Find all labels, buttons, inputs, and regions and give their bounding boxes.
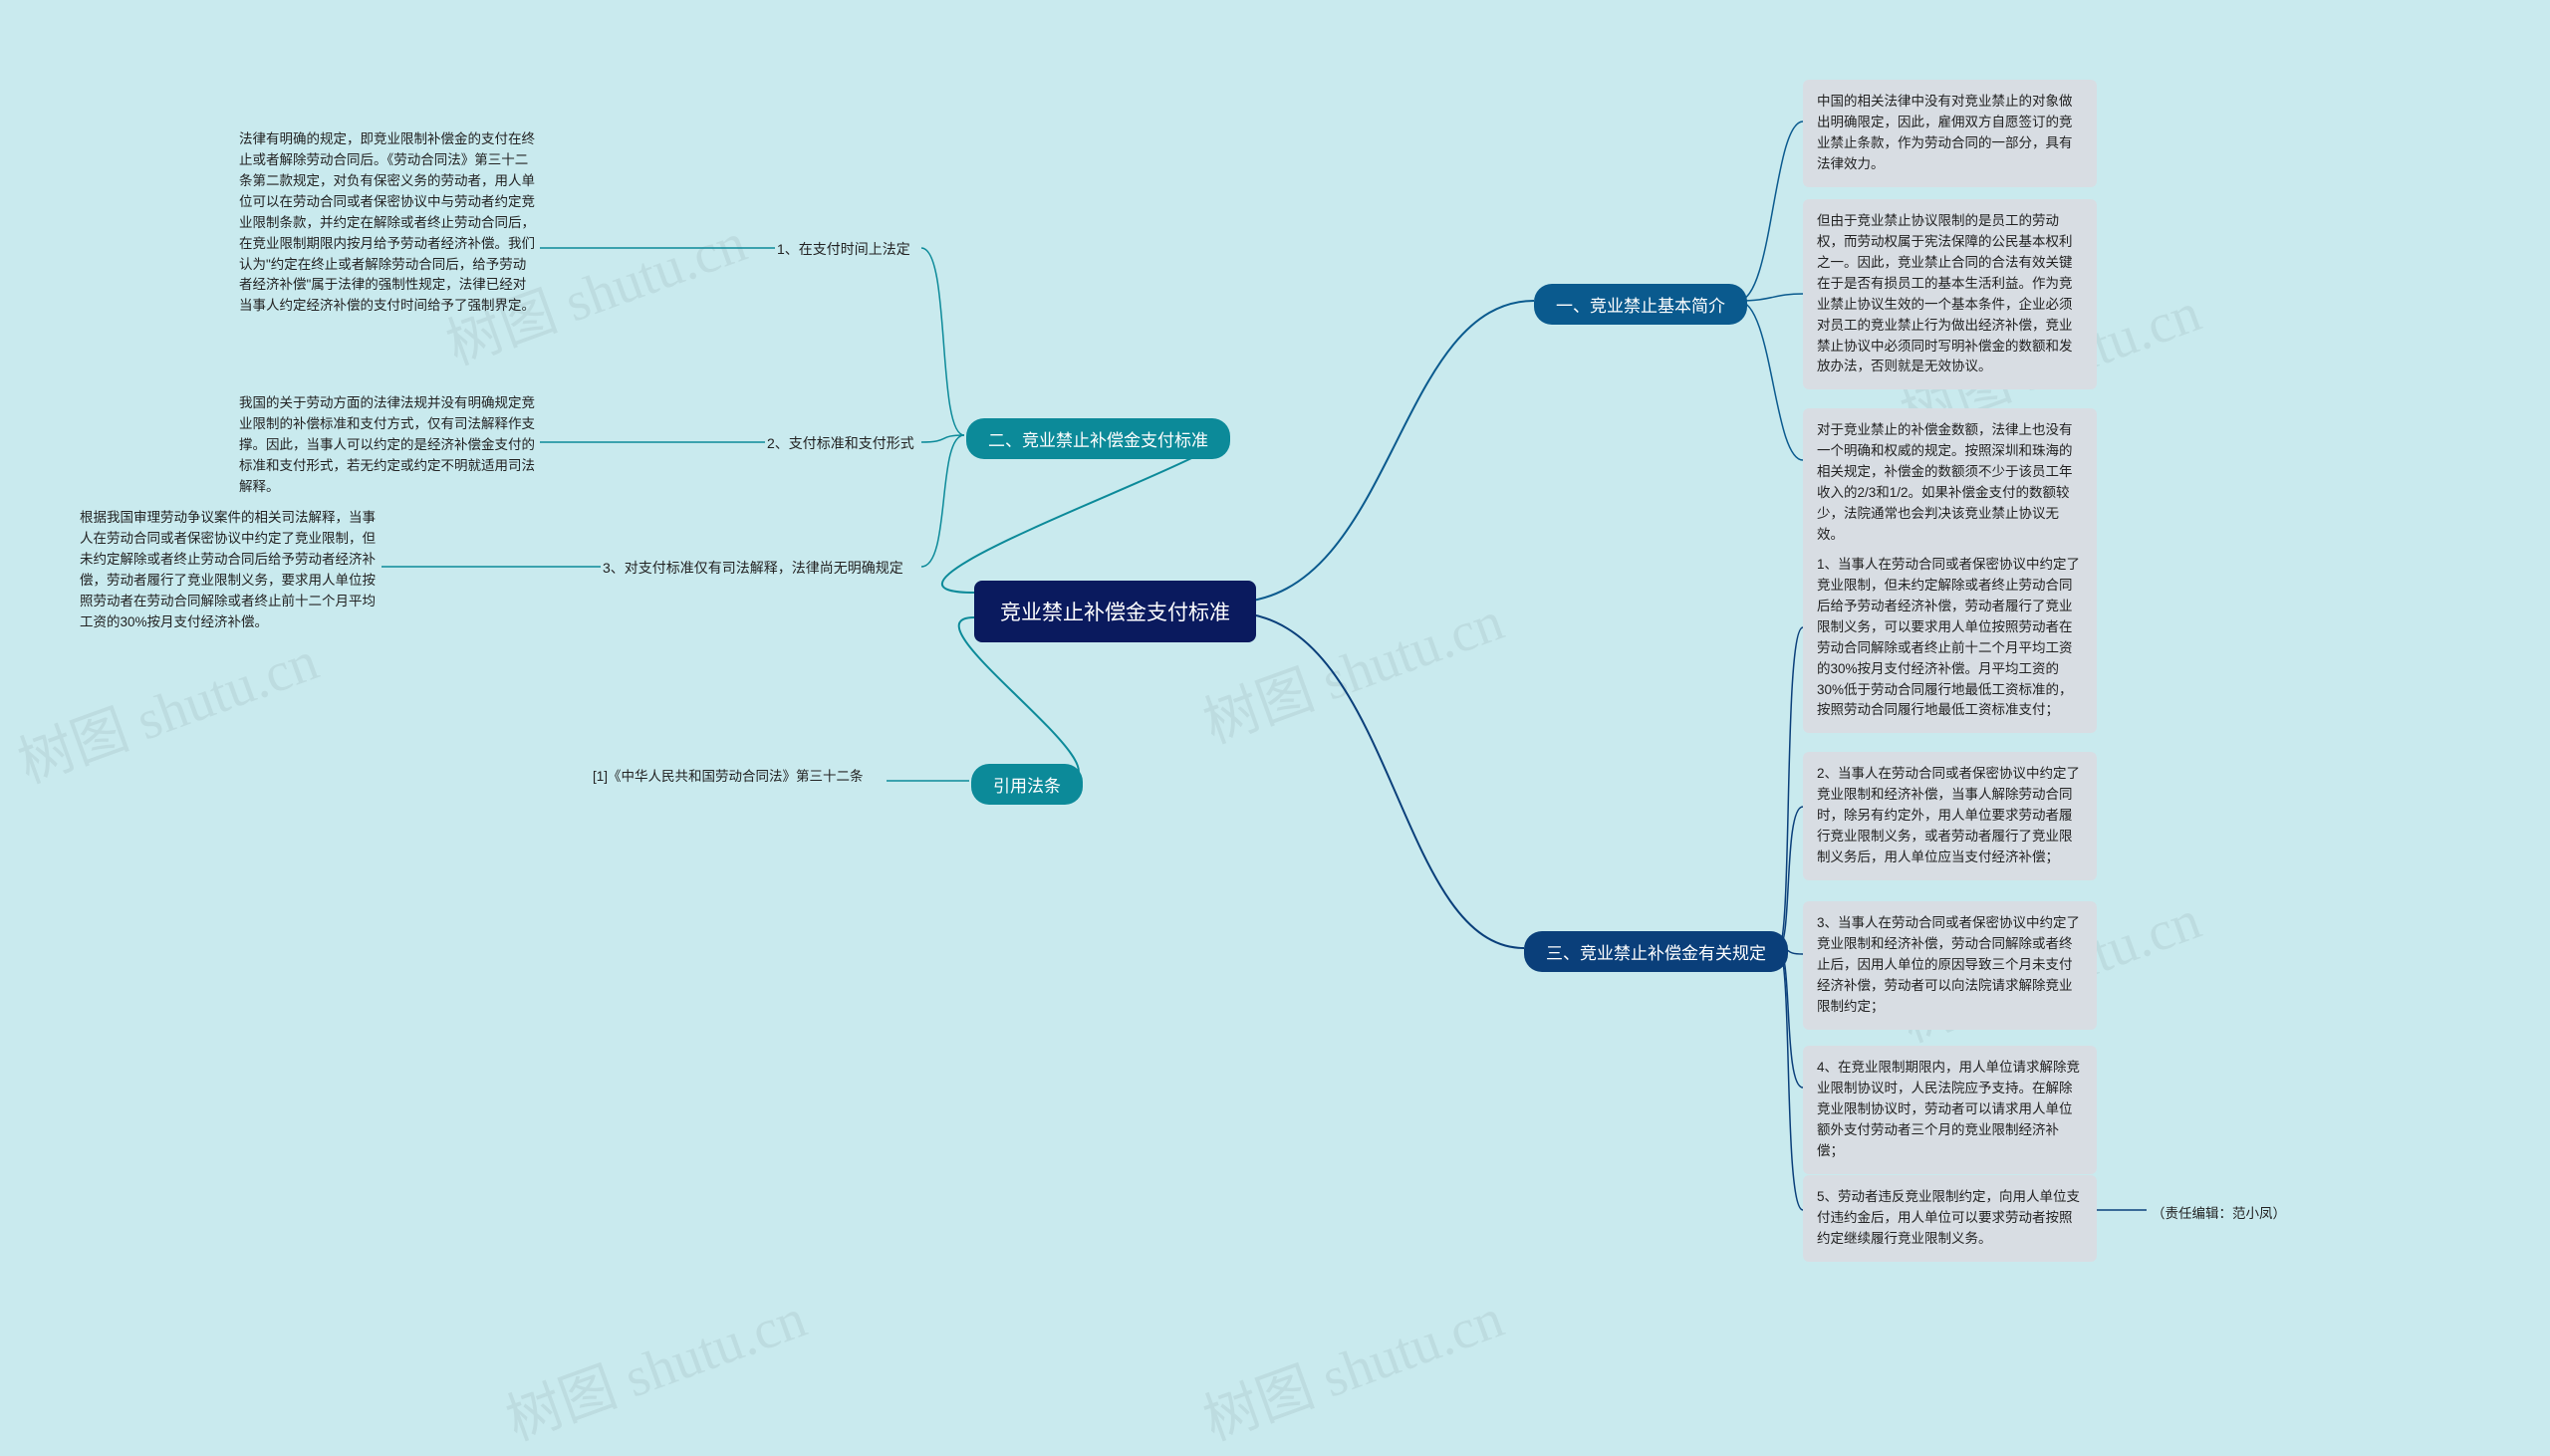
branch-ref[interactable]: 引用法条 <box>971 764 1083 805</box>
branch-two-leaf-1: 法律有明确的规定，即竞业限制补偿金的支付在终止或者解除劳动合同后。《劳动合同法》… <box>239 129 538 317</box>
watermark-6: 树图 shutu.cn <box>494 1274 816 1456</box>
central-node[interactable]: 竞业禁止补偿金支付标准 <box>974 581 1256 642</box>
branch-three-leaf-4: 4、在竞业限制期限内，用人单位请求解除竞业限制协议时，人民法院应予支持。在解除竞… <box>1803 1046 2097 1174</box>
branch-two-sub-1[interactable]: 1、在支付时间上法定 <box>777 239 910 259</box>
branch-three-leaf-1: 1、当事人在劳动合同或者保密协议中约定了竞业限制，但未约定解除或者终止劳动合同后… <box>1803 543 2097 733</box>
branch-three[interactable]: 三、竞业禁止补偿金有关规定 <box>1524 931 1788 972</box>
branch-two[interactable]: 二、竞业禁止补偿金支付标准 <box>966 418 1230 459</box>
branch-one-leaf-2: 但由于竞业禁止协议限制的是员工的劳动权，而劳动权属于宪法保障的公民基本权利之一。… <box>1803 199 2097 389</box>
branch-three-leaf-2: 2、当事人在劳动合同或者保密协议中约定了竞业限制和经济补偿，当事人解除劳动合同时… <box>1803 752 2097 880</box>
branch-two-leaf-2: 我国的关于劳动方面的法律法规并没有明确规定竞业限制的补偿标准和支付方式，仅有司法… <box>239 393 538 498</box>
branch-three-leaf-5-extra: （责任编辑：范小凤） <box>2152 1202 2286 1222</box>
branch-ref-leaf: [1]《中华人民共和国劳动合同法》第三十二条 <box>593 767 882 788</box>
branch-two-sub-2[interactable]: 2、支付标准和支付形式 <box>767 433 914 453</box>
branch-one-leaf-1: 中国的相关法律中没有对竞业禁止的对象做出明确限定，因此，雇佣双方自愿签订的竞业禁… <box>1803 80 2097 187</box>
watermark-1: 树图 shutu.cn <box>6 616 328 800</box>
branch-three-leaf-5: 5、劳动者违反竞业限制约定，向用人单位支付违约金后，用人单位可以要求劳动者按照约… <box>1803 1175 2097 1262</box>
branch-three-leaf-3: 3、当事人在劳动合同或者保密协议中约定了竞业限制和经济补偿，劳动合同解除或者终止… <box>1803 901 2097 1030</box>
branch-one-leaf-3: 对于竞业禁止的补偿金数额，法律上也没有一个明确和权威的规定。按照深圳和珠海的相关… <box>1803 408 2097 558</box>
watermark-7: 树图 shutu.cn <box>1191 1274 1513 1456</box>
branch-one[interactable]: 一、竞业禁止基本简介 <box>1534 284 1747 325</box>
branch-two-sub-3[interactable]: 3、对支付标准仅有司法解释，法律尚无明确规定 <box>603 558 921 578</box>
branch-two-leaf-3: 根据我国审理劳动争议案件的相关司法解释，当事人在劳动合同或者保密协议中约定了竞业… <box>80 508 379 633</box>
